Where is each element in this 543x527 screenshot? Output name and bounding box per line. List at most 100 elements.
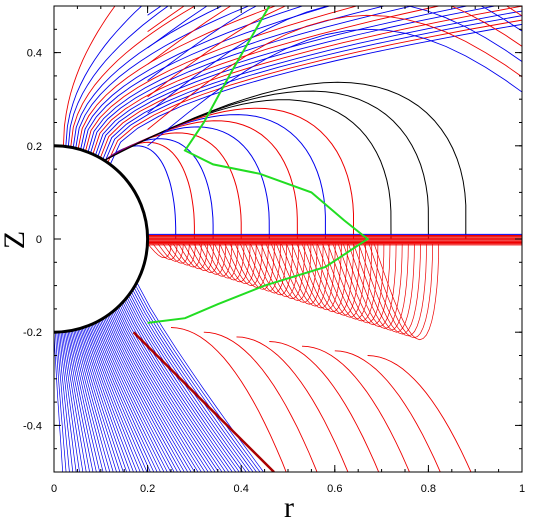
x-axis-label: r [284, 491, 294, 524]
lower-open-line [334, 350, 441, 472]
field-lines [54, 6, 522, 472]
accretion-fan-line [84, 326, 138, 472]
x-tick-label: 0.8 [421, 483, 436, 495]
lower-disk-line [270, 243, 318, 303]
lower-disk-line [209, 243, 245, 281]
upper-open-line [87, 6, 386, 153]
accretion-fan-line [80, 328, 128, 472]
lower-disk-line [260, 243, 306, 299]
closed-loop-line [105, 90, 429, 240]
accretion-fan-line [123, 300, 233, 472]
upper-open-line [97, 6, 498, 157]
y-tick-label: 0.4 [27, 48, 42, 60]
accretion-fan-line [91, 324, 155, 472]
lower-disk-line [198, 243, 233, 277]
accretion-fan-line [69, 330, 101, 472]
accretion-fan-line [74, 329, 114, 472]
lower-disk-line [255, 243, 300, 298]
lower-disk-line [239, 243, 281, 292]
lower-disk-line [183, 243, 214, 272]
lower-open-line [269, 341, 380, 472]
outer-arc-line [147, 6, 522, 98]
accretion-fan-line [83, 327, 134, 472]
upper-open-line [104, 15, 522, 162]
y-tick-label: 0 [36, 234, 42, 246]
accretion-fan-line [99, 319, 175, 472]
accretion-fan-line [87, 325, 144, 472]
lower-disk-line [188, 243, 221, 273]
lower-disk-line [203, 243, 239, 279]
accretion-fan-line [77, 329, 121, 472]
lower-disk-line [229, 243, 269, 288]
lower-open-line [367, 355, 472, 472]
lower-disk-line [373, 243, 440, 341]
closed-loop-line [105, 81, 467, 239]
lower-disk-line [275, 243, 324, 305]
accretion-fan-line [70, 330, 104, 472]
lower-disk-line [301, 243, 354, 314]
lower-disk-line [358, 243, 421, 335]
outer-arc-line [147, 6, 522, 65]
upper-open-line [75, 6, 250, 149]
accretion-fan-line [88, 325, 148, 472]
upper-open-line [90, 6, 414, 154]
accretion-fan-line [105, 316, 189, 472]
accretion-fan-line [114, 310, 209, 472]
lower-disk-line [224, 243, 263, 286]
lower-disk-line [147, 243, 172, 258]
accretion-fan-line [125, 298, 237, 472]
x-tick-label: 0.2 [140, 483, 155, 495]
accretion-fan-line [133, 287, 257, 472]
upper-open-line [82, 6, 332, 151]
accretion-fan-line [57, 332, 74, 472]
upper-open-line [85, 6, 359, 152]
upper-open-line [99, 6, 522, 159]
lower-disk-line [353, 243, 415, 333]
lower-disk-line [327, 243, 385, 324]
star-circle [54, 144, 150, 334]
upper-open-line [70, 6, 196, 148]
accretion-fan-line [119, 304, 223, 472]
accretion-fan-line [73, 330, 111, 472]
accretion-fan-line [64, 331, 90, 472]
lower-open-line [301, 345, 410, 472]
accretion-fan-line [112, 311, 206, 472]
accretion-fan-line [66, 331, 94, 472]
accretion-fan-line [60, 331, 80, 472]
upper-open-line [102, 10, 522, 160]
lower-open-line [236, 336, 349, 472]
lower-disk-line [281, 243, 330, 307]
closed-loop-line [105, 99, 392, 240]
accretion-fan-line [126, 297, 240, 472]
accretion-fan-line [102, 318, 182, 472]
accretion-fan-line [135, 284, 261, 472]
lower-disk-line [317, 243, 373, 320]
separatrix-curve [147, 6, 370, 324]
y-tick-label: -0.4 [23, 420, 42, 432]
upper-open-line [94, 6, 470, 156]
accretion-fan-line [63, 331, 87, 472]
accretion-fan-line [115, 308, 213, 472]
lower-open-line [170, 327, 287, 472]
accretion-fan-line [71, 330, 107, 472]
y-tick-labels: 0.4 0.2 0 -0.2 -0.4 [23, 48, 42, 433]
x-tick-label: 1 [519, 483, 525, 495]
outer-arc-line [147, 28, 522, 147]
y-tick-label: 0.2 [27, 141, 42, 153]
outer-arc-line [147, 6, 522, 114]
lower-disk-line [337, 243, 397, 327]
x-tick-label: 0 [51, 483, 57, 495]
accretion-fan-line [92, 323, 158, 472]
y-tick-label: -0.2 [23, 327, 42, 339]
lower-disk-line [157, 243, 184, 262]
upper-open-line [65, 6, 143, 147]
accretion-fan-line [129, 293, 247, 472]
accretion-fan-line [118, 306, 219, 472]
upper-open-line [62, 6, 116, 147]
accretion-fan-line [109, 313, 199, 472]
lower-disk-line [363, 243, 427, 337]
upper-open-line [109, 23, 522, 165]
axis-ticks [53, 5, 523, 473]
accretion-fan-line [108, 314, 196, 472]
